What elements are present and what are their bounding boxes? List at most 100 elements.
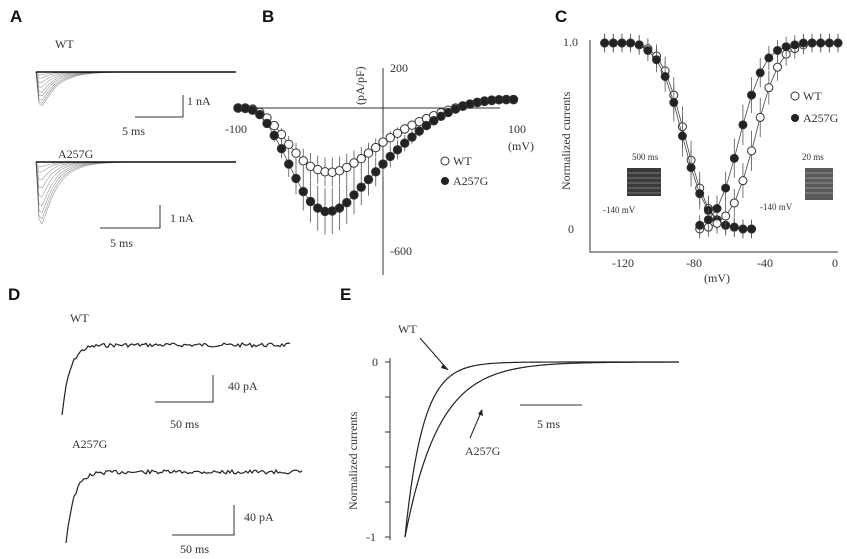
panel-b-y-tick-200: 200 [390,61,408,75]
panel-e-y-tick-0: 0 [372,355,378,369]
panel-c-point [608,38,618,48]
panel-d-mut-scalebar [172,505,235,536]
panel-a-mut-sweep [35,161,195,214]
panel-b-x-unit: (mV) [508,139,534,153]
panel-c-point [634,40,644,50]
panel-c-point [660,71,670,81]
panel-a-wt-sweep [35,71,196,104]
panel-c-point [652,55,661,65]
panel-c-point [712,204,722,214]
panel-e-wt-trace [404,361,679,538]
panel-b-point-a257g [349,190,359,200]
panel-b-point-wt [349,158,359,168]
panel-e-wt-label: WT [398,322,417,336]
panel-c-point [764,83,774,93]
panel-c-point [790,40,800,50]
panel-b-point-wt [284,139,294,150]
panel-e-ylabel: Normalized currents [346,411,360,510]
panel-a-wt-label: WT [55,37,74,51]
panel-b-point-wt [363,148,374,158]
panel-b-y-unit: (pA/pF) [353,66,367,105]
panel-c-point [824,38,834,48]
panel-c-inset2-protocol [805,168,833,200]
panel-c-point [807,38,817,48]
panel-c-point [755,112,765,122]
panel-c-point [773,62,782,72]
panel-c-inset2-duration: 20 ms [802,152,824,162]
panel-b-point-a257g [276,144,287,154]
panel-d-wt-label: WT [70,311,89,325]
panel-c-ylabel: Normalized currents [559,91,573,190]
panel-c-point [729,222,739,232]
panel-b-point-a257g [342,197,352,208]
panel-d-mut-label: A257G [72,437,108,451]
panel-c-point [738,176,748,186]
panel-b-point-a257g [436,111,446,122]
panel-c-point [617,38,627,48]
panel-b-point-wt [371,142,381,153]
panel-b-point-a257g [429,116,439,126]
panel-b-point-a257g [421,120,432,131]
panel-b: 200 -600 -100 100 (mV) (pA/pF) WT A257G [225,61,534,275]
panel-a-mut-sweep [35,161,195,197]
panel-b-point-wt [400,124,410,134]
panel-c-point [764,53,774,63]
panel-c-inset1-duration: 500 ms [632,152,659,162]
panel-b-point-a257g [414,126,424,136]
panel-e-mut-trace [404,361,680,538]
panel-c-legend-mut: A257G [803,111,839,125]
panel-b-point-wt [298,156,308,166]
panel-d-wt-scalebar [155,375,214,403]
panel-c-point [738,120,748,130]
panel-b-x-tick-100: 100 [508,122,526,136]
panel-b-point-a257g [400,138,410,148]
panel-c-legend-mut-marker [791,114,799,122]
panel-a-mut-scale-time: 5 ms [110,236,133,250]
panel-c-point [626,38,636,48]
panel-c-inset2-steps [805,172,833,194]
panel-c-point [747,146,757,156]
panel-b-point-a257g [284,159,294,169]
panel-c-point [600,38,610,48]
panel-b-point-wt [392,128,403,139]
panel-c-point [755,68,765,78]
panel-c-y-tick-1: 1.0 [563,35,578,49]
panel-b-x-tick-neg100: -100 [225,122,247,136]
panel-a-wt-sweep [35,71,196,101]
panel-c-y-tick-0: 0 [568,222,574,236]
panel-a-wt-traces [35,71,236,107]
panel-e-mut-arrowhead [478,409,483,416]
panel-c-point [677,131,687,141]
panel-b-point-a257g [392,145,403,155]
panel-c-marks [600,33,843,239]
panel-b-y-tick-neg600: -600 [390,244,412,258]
panel-c-point [721,211,731,221]
panel-d-mut-scale-time: 50 ms [180,542,209,556]
panel-b-point-a257g [378,159,388,169]
panel-c-x-tick-0: 0 [832,256,838,270]
panel-b-point-wt [356,153,366,164]
panel-b-legend-wt-marker [440,156,450,166]
panel-b-point-wt [385,133,395,143]
panel-c-point [643,45,653,55]
panel-c-point [703,215,713,225]
panel-d-mut-scale-current: 40 pA [244,510,274,524]
panel-c-x-tick-neg120: -120 [612,256,634,270]
panel-letter-b: B [262,7,274,26]
panel-a-mut-label: A257G [58,147,94,161]
panel-b-point-a257g [371,167,381,177]
panel-e-y-tick-neg1: -1 [366,530,376,544]
panel-c-x-tick-neg80: -80 [686,256,702,270]
panel-letter-d: D [8,285,20,304]
panel-d-mut-trace [65,468,303,543]
panel-b-point-a257g [363,174,374,185]
panel-b-point-a257g [356,182,366,192]
panel-d-wt-trace [61,342,291,416]
panel-letter-a: A [10,7,22,26]
panel-c-point [729,153,739,163]
panel-b-point-wt [378,137,388,147]
panel-c-x-tick-neg40: -40 [757,256,773,270]
panel-a-wt-scale-current: 1 nA [187,94,211,108]
panel-b-point-wt [342,162,352,173]
